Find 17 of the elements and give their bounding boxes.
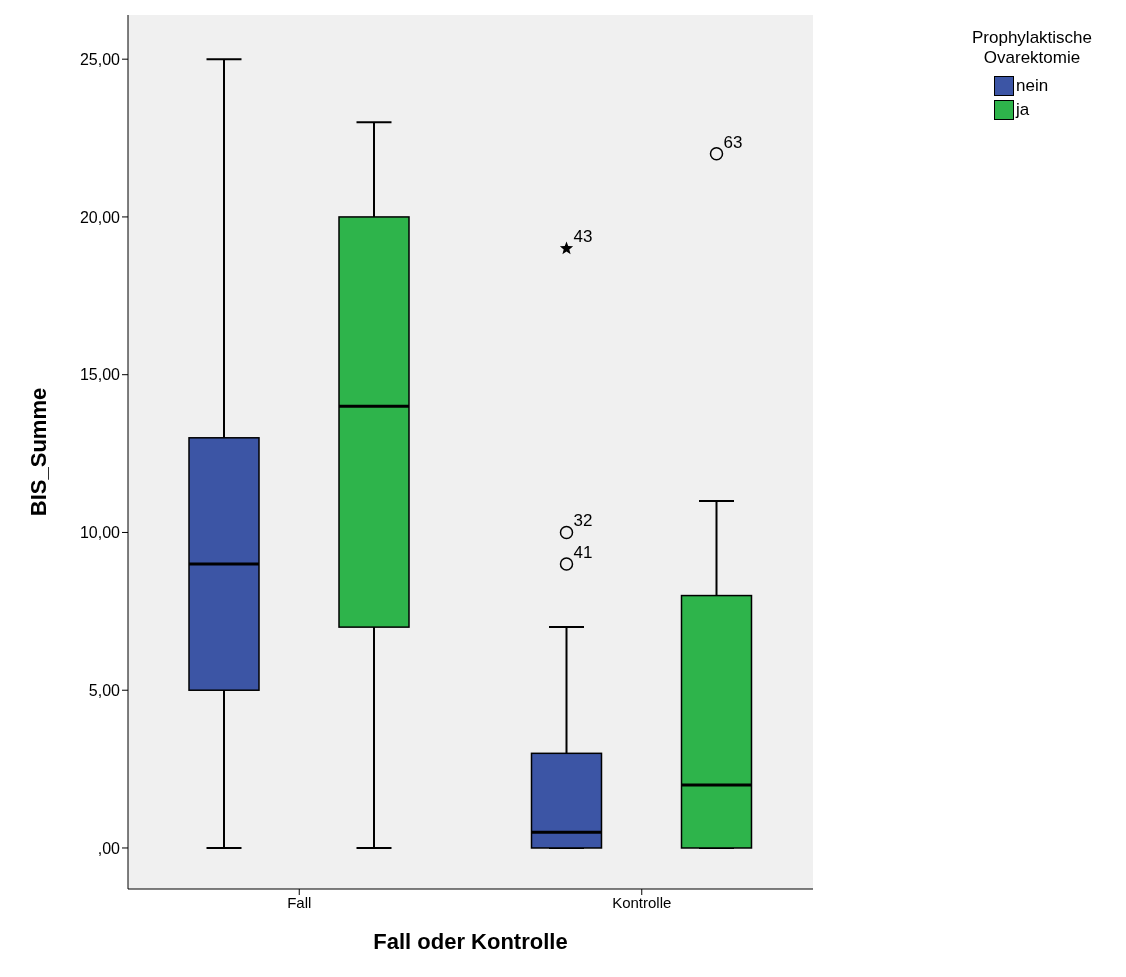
y-tick-label: ,00 xyxy=(97,839,121,857)
annotation: 43 xyxy=(573,227,593,247)
y-tick-label: 25,00 xyxy=(79,50,121,68)
y-tick-label: 15,00 xyxy=(79,366,121,384)
annotation: 63 xyxy=(723,132,743,152)
annotation: 32 xyxy=(573,511,593,531)
x-tick-label: Kontrolle xyxy=(612,893,672,911)
y-tick-label: 10,00 xyxy=(79,524,121,542)
y-tick-label: 5,00 xyxy=(88,681,121,699)
x-tick-label: Fall xyxy=(287,893,312,911)
legend-title: Prophylaktische Ovarektomie xyxy=(971,28,1093,68)
y-tick-label: 20,00 xyxy=(79,208,121,226)
legend-label: nein xyxy=(1016,76,1049,96)
annotation: 41 xyxy=(573,543,593,563)
y-axis-title: BIS_Summe xyxy=(25,387,51,517)
x-axis-title: Fall oder Kontrolle xyxy=(373,929,568,954)
legend-label: ja xyxy=(1016,100,1030,120)
